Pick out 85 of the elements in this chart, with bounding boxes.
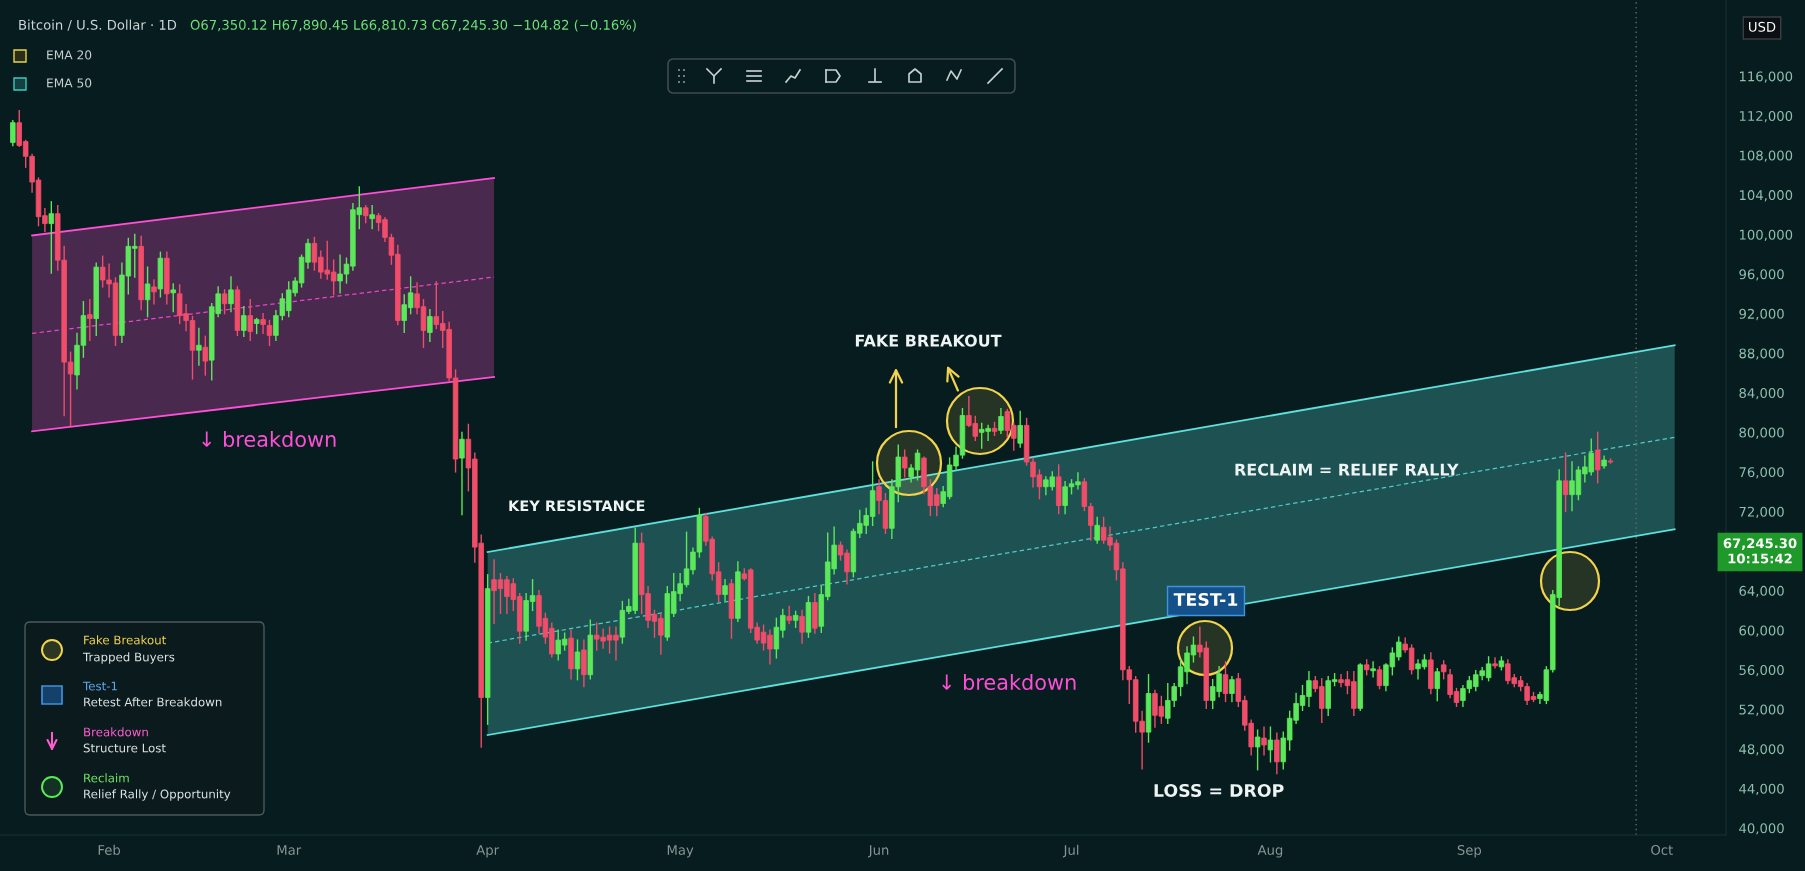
y-tick-label: 100,000 <box>1739 229 1793 242</box>
candlestick <box>266 319 273 346</box>
text: USD <box>1749 21 1776 32</box>
candlestick <box>87 299 93 342</box>
candlestick <box>1254 729 1261 771</box>
candlestick <box>221 289 228 315</box>
candlestick <box>1562 452 1569 513</box>
candlestick <box>1594 431 1601 484</box>
annotation: Retest After Breakdown <box>84 697 222 707</box>
y-tick-label: 72,000 <box>1739 506 1784 519</box>
x-tick-label: Aug <box>1257 845 1283 858</box>
candlestick <box>459 431 465 516</box>
annotation: KEY RESISTANCE <box>509 500 645 512</box>
y-tick-label: 44,000 <box>1739 783 1784 796</box>
candlestick <box>1229 676 1235 703</box>
candlestick <box>228 276 234 313</box>
candlestick <box>998 407 1004 435</box>
annotation: Reclaim <box>84 773 129 783</box>
x-tick-label: Feb <box>98 844 121 855</box>
candlestick <box>1274 732 1280 775</box>
annotation: Breakdown <box>84 727 148 737</box>
y-tick-label: 52,000 <box>1739 704 1784 716</box>
candlestick <box>1492 657 1498 669</box>
candlestick <box>1017 410 1023 448</box>
x-tick-label: May <box>667 845 694 858</box>
y-tick-label: 88,000 <box>1739 348 1784 360</box>
candlestick <box>170 283 176 313</box>
y-tick-label: 104,000 <box>1739 190 1793 202</box>
annotation: LOSS = DROP <box>1154 783 1284 798</box>
annotation: ↓ breakdown <box>942 673 1076 691</box>
annotation: Test-1 <box>82 681 117 691</box>
y-tick-label: 80,000 <box>1739 427 1784 439</box>
candlestick <box>1094 516 1100 544</box>
candlestick <box>574 639 581 681</box>
y-tick-label: 64,000 <box>1739 585 1784 598</box>
candlestick <box>151 279 157 305</box>
y-tick-label: 84,000 <box>1739 387 1784 400</box>
annotation: ↓ breakdown <box>202 430 336 448</box>
y-tick-label: 96,000 <box>1739 269 1784 281</box>
candlestick <box>202 335 209 376</box>
candlestick <box>1267 726 1274 763</box>
text: Bitcoin / U.S. Dollar · 1D <box>19 19 177 31</box>
candlestick <box>369 205 375 230</box>
annotation: RECLAIM = RELIEF RALLY <box>1235 463 1459 476</box>
candlestick <box>144 266 151 318</box>
annotation: FAKE BREAKOUT <box>855 334 1002 347</box>
x-tick-label: Mar <box>277 845 302 855</box>
candlestick <box>1222 661 1229 703</box>
x-tick-label: Sep <box>1457 844 1482 858</box>
x-tick-label: Jul <box>1062 844 1079 858</box>
candlestick <box>247 299 253 342</box>
candlestick <box>799 609 805 644</box>
y-tick-label: 40,000 <box>1739 823 1784 835</box>
candlestick <box>260 312 266 335</box>
candlestick <box>901 449 908 478</box>
y-tick-label: 76,000 <box>1739 467 1784 479</box>
candlestick <box>427 308 433 343</box>
annotation: Relief Rally / Opportunity <box>84 789 231 801</box>
y-tick-label: 56,000 <box>1739 665 1784 677</box>
annotation: Structure Lost <box>83 743 166 753</box>
y-tick-label: 48,000 <box>1739 744 1784 756</box>
annotation: TEST-1 <box>1173 592 1238 607</box>
y-tick-label: 116,000 <box>1739 71 1793 83</box>
x-tick-label: Jun <box>868 845 889 858</box>
annotation: EMA 20 <box>47 50 92 60</box>
x-tick-label: Oct <box>1651 844 1673 855</box>
text: O67,350.12 H67,890.45 L66,810.73 C67,245.30 −104.82 (−0.16%) <box>190 19 636 32</box>
annotation: Fake Breakout <box>84 635 167 645</box>
annotation: 67,245.30 10:15:42 <box>1723 538 1797 564</box>
y-tick-label: 108,000 <box>1739 150 1793 162</box>
x-tick-label: Apr <box>476 845 500 858</box>
candlestick <box>1376 666 1383 690</box>
annotation: EMA 50 <box>47 78 92 88</box>
annotation: Trapped Buyers <box>82 652 175 664</box>
candlestick <box>10 120 16 147</box>
candlestick <box>1434 668 1440 702</box>
candlestick <box>1370 661 1376 678</box>
candlestick <box>196 327 202 366</box>
candlestick <box>722 579 728 602</box>
y-tick-label: 60,000 <box>1739 625 1784 637</box>
candlestick <box>241 305 247 338</box>
y-tick-label: 112,000 <box>1739 110 1793 123</box>
y-tick-label: 92,000 <box>1739 308 1784 321</box>
candlestick <box>1261 726 1267 756</box>
candlestick <box>48 201 55 274</box>
